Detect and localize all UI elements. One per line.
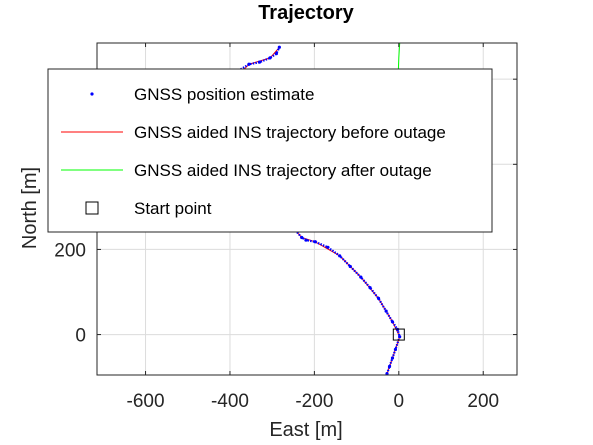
data-point xyxy=(385,372,389,375)
legend-label: Start point xyxy=(134,199,212,218)
data-point xyxy=(393,347,398,352)
legend-box xyxy=(47,68,493,233)
data-point xyxy=(348,264,352,269)
y-tick-label: 0 xyxy=(75,326,86,347)
x-tick-label: 200 xyxy=(467,391,499,412)
legend-label: GNSS aided INS trajectory before outage xyxy=(134,123,446,142)
x-axis-label: East [m] xyxy=(269,419,342,440)
data-point xyxy=(326,245,330,249)
data-point xyxy=(368,286,372,290)
legend-swatch-points xyxy=(90,92,94,96)
data-point xyxy=(274,52,278,56)
legend: GNSS position estimate GNSS aided INS tra… xyxy=(47,68,493,233)
data-point xyxy=(304,238,308,242)
x-tick-label: 0 xyxy=(394,391,405,412)
data-point xyxy=(338,254,342,258)
y-axis-label: North [m] xyxy=(19,167,41,249)
data-point xyxy=(257,60,262,64)
legend-label: GNSS aided INS trajectory after outage xyxy=(134,161,432,180)
data-point xyxy=(268,56,272,60)
x-tick-label: -400 xyxy=(211,391,249,412)
data-point xyxy=(398,335,402,339)
x-tick-label: -600 xyxy=(127,391,165,412)
x-tick-label: -200 xyxy=(295,391,333,412)
data-point xyxy=(359,275,363,279)
data-point xyxy=(384,309,388,313)
y-tick-label: 200 xyxy=(54,240,86,261)
legend-swatch-marker xyxy=(85,201,99,215)
data-point xyxy=(376,296,381,300)
data-point xyxy=(313,240,317,244)
data-point xyxy=(390,356,395,360)
data-point xyxy=(387,364,392,369)
legend-label: GNSS position estimate xyxy=(134,85,314,104)
data-point xyxy=(247,62,251,66)
data-point xyxy=(390,320,395,324)
chart-title: Trajectory xyxy=(258,2,354,24)
data-point xyxy=(300,235,304,240)
data-point xyxy=(277,45,281,49)
start-point-marker xyxy=(392,328,405,341)
